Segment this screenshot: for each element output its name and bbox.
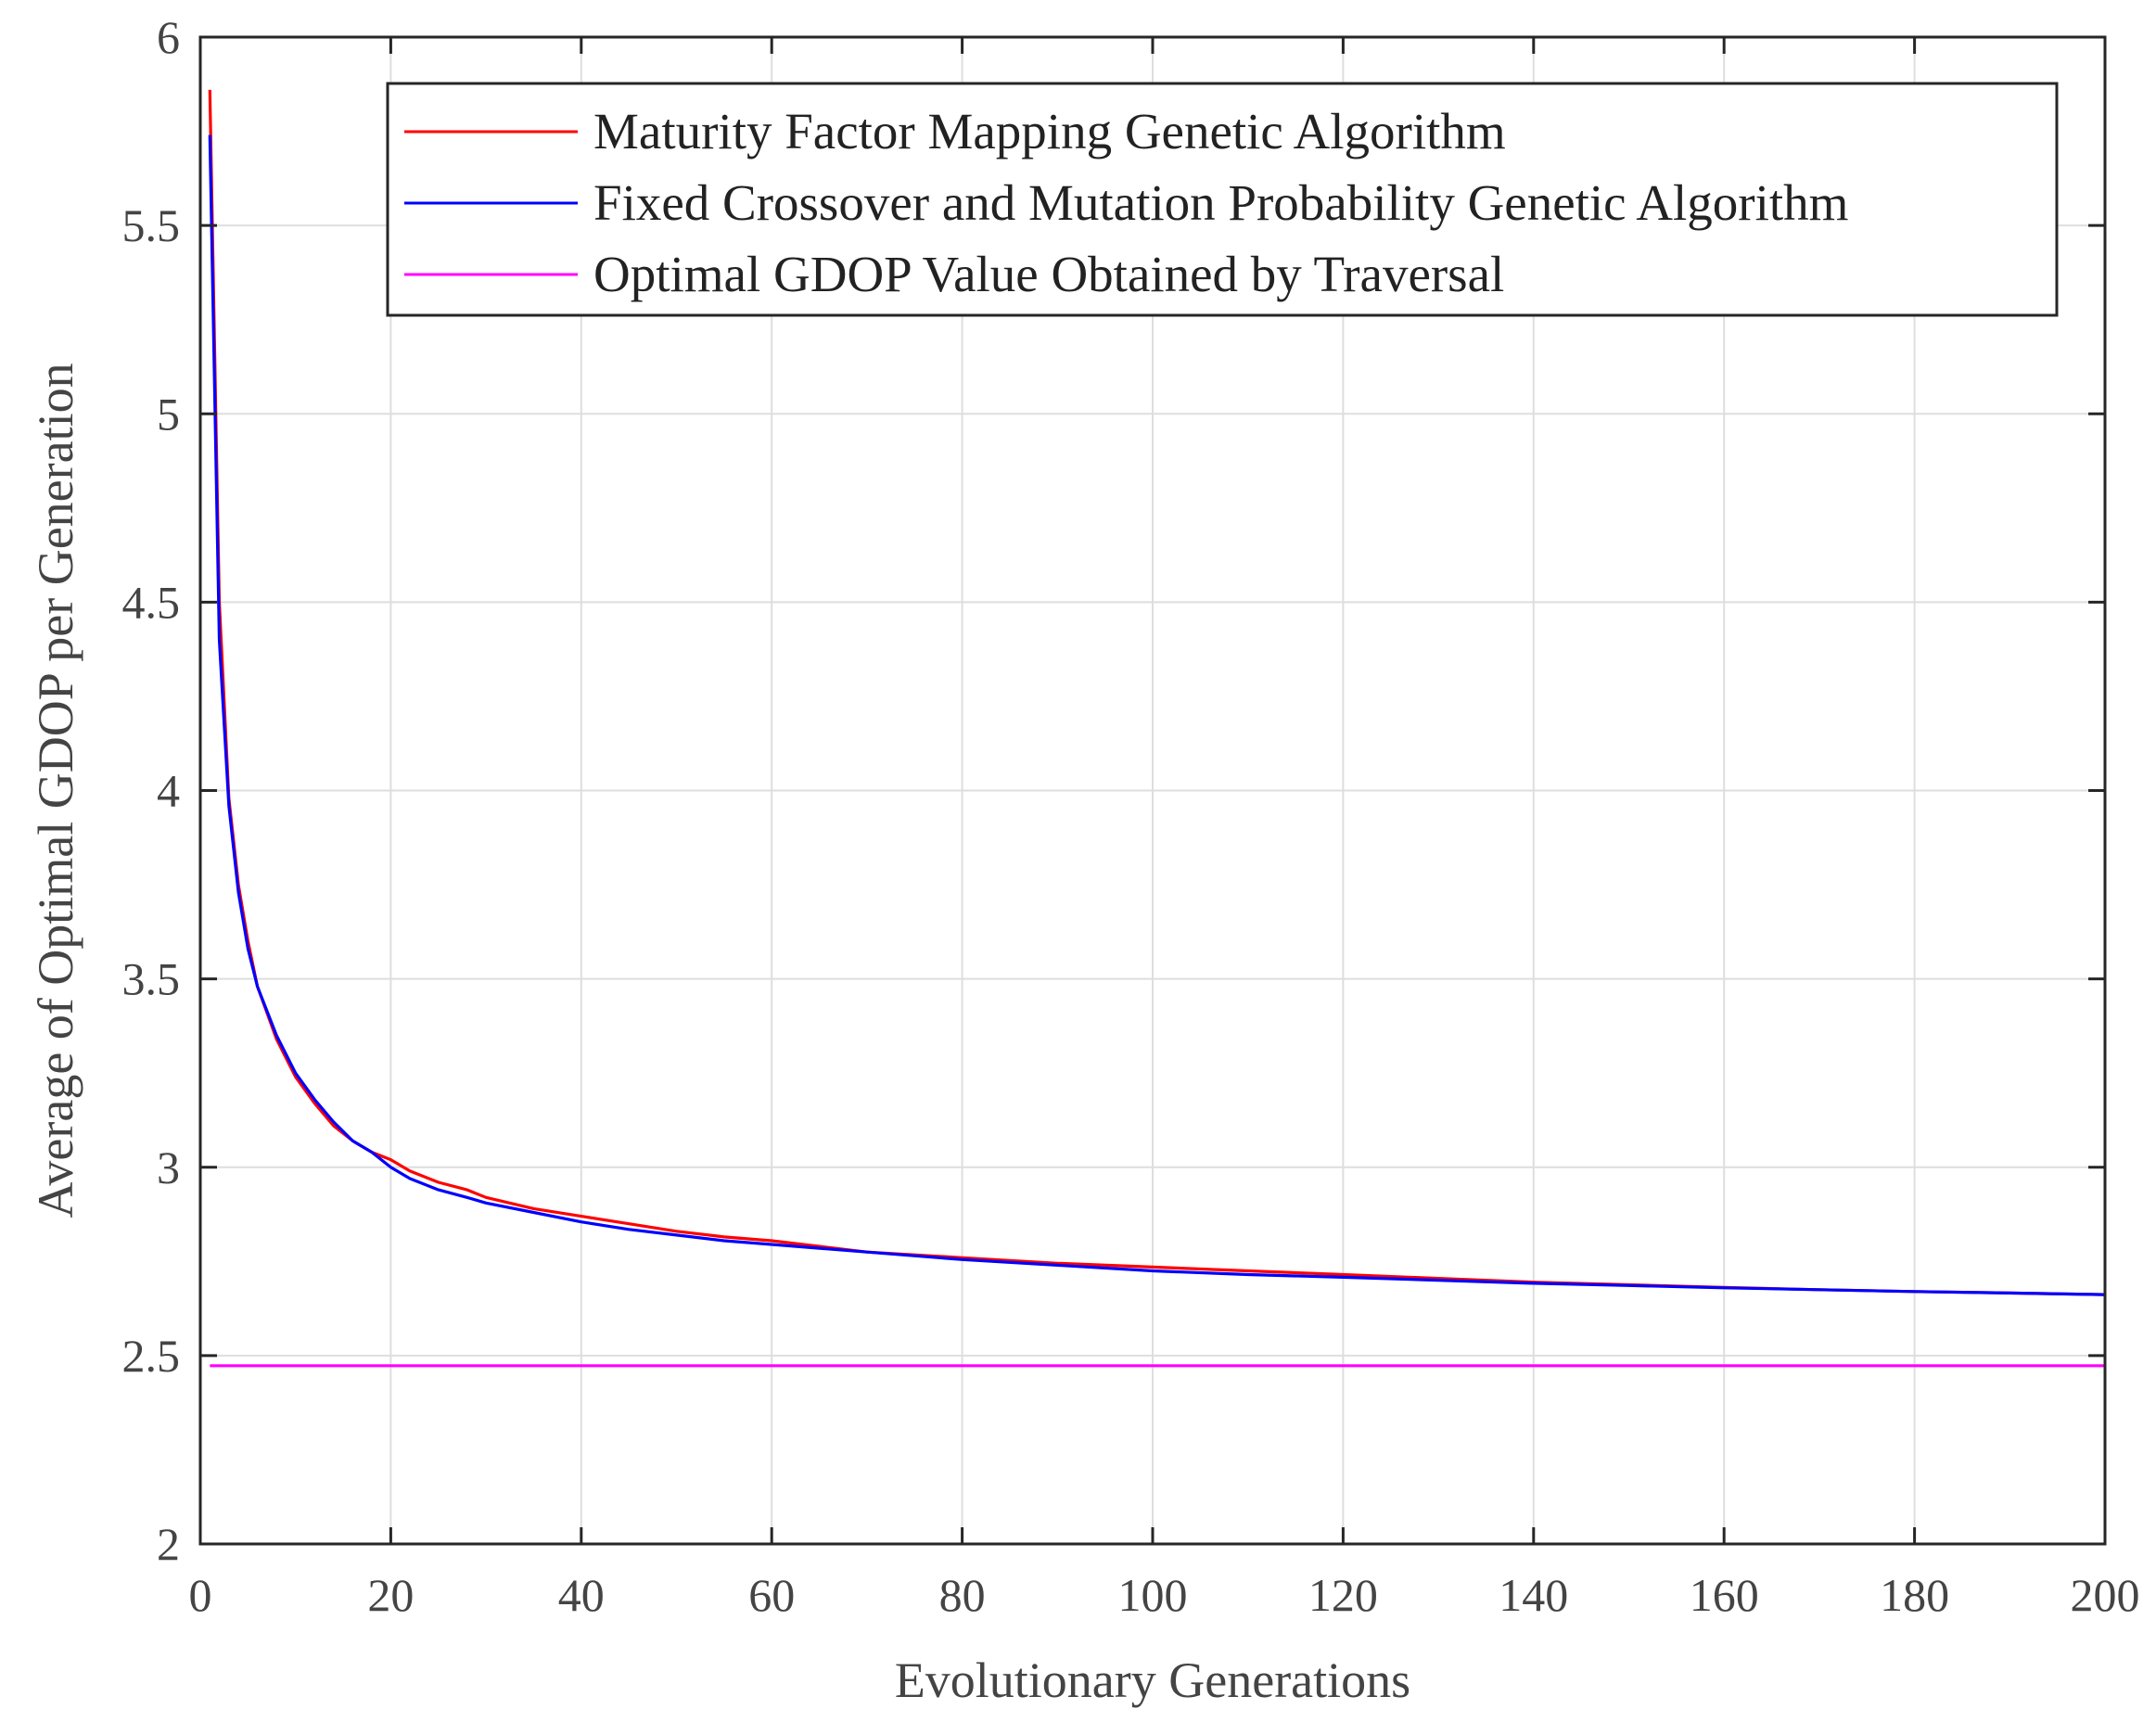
y-tick-label: 3	[157, 1142, 180, 1193]
legend-box	[386, 82, 2059, 317]
legend-label-optimal-traversal: Optimal GDOP Value Obtained by Traversal	[593, 246, 1504, 302]
series-layer	[208, 89, 2106, 1368]
x-tick-label: 140	[1499, 1569, 1568, 1621]
x-axis-label: Evolutionary Generations	[895, 1652, 1410, 1708]
x-tick-label: 40	[558, 1569, 605, 1621]
legend-label-maturity-factor: Maturity Factor Mapping Genetic Algorith…	[593, 103, 1506, 159]
y-tick-label: 5.5	[122, 199, 181, 251]
y-tick-label: 2	[157, 1518, 180, 1570]
x-tick-label: 160	[1690, 1569, 1759, 1621]
x-tick-label: 80	[939, 1569, 986, 1621]
tick-labels: 0 20 40 60 80 100 120 140 160 180 200 2 2.5 3 3.5 4 4.5 5…	[122, 11, 2140, 1621]
x-tick-label: 60	[748, 1569, 795, 1621]
y-tick-label: 3.5	[122, 953, 181, 1005]
y-tick-label: 4.5	[122, 576, 181, 628]
y-tick-label: 4	[157, 765, 180, 817]
x-tick-label: 100	[1118, 1569, 1188, 1621]
series-line-fixed-crossover	[208, 134, 2106, 1296]
legend: Maturity Factor Mapping Genetic Algorith…	[386, 82, 2059, 317]
legend-label-fixed-crossover: Fixed Crossover and Mutation Probability…	[593, 174, 1848, 231]
x-tick-label: 200	[2071, 1569, 2140, 1621]
x-tick-label: 20	[367, 1569, 414, 1621]
x-tick-label: 120	[1308, 1569, 1378, 1621]
x-tick-label: 0	[189, 1569, 212, 1621]
y-axis-label: Average of Optimal GDOP per Generation	[28, 363, 83, 1218]
y-tick-label: 6	[157, 11, 180, 63]
axis-ticks	[198, 35, 2107, 1546]
y-tick-label: 2.5	[122, 1330, 181, 1382]
y-tick-label: 5	[157, 388, 180, 440]
x-tick-label: 180	[1880, 1569, 1949, 1621]
